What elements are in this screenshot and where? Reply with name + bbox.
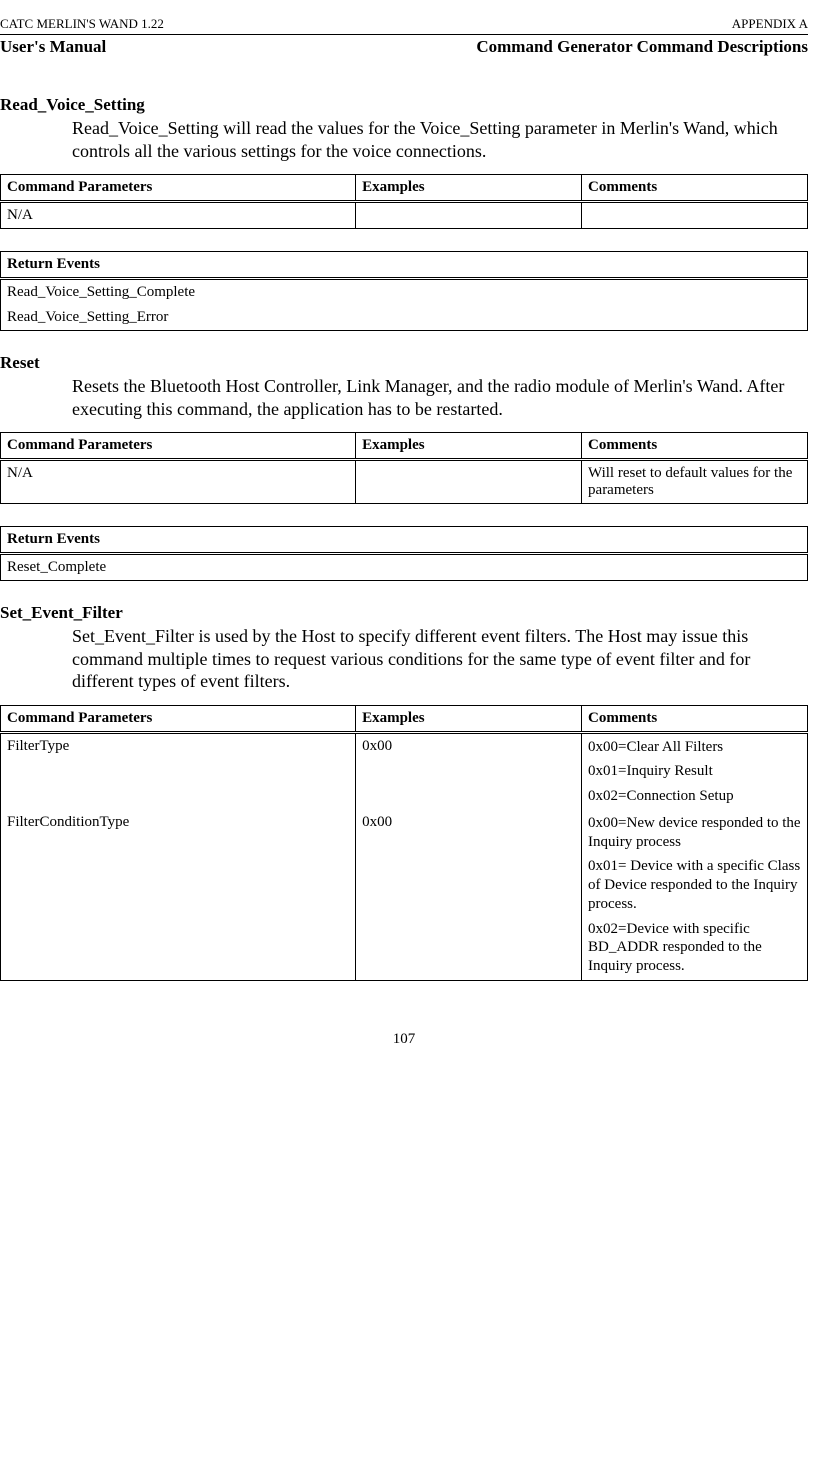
col-header-comments: Comments	[582, 175, 808, 202]
col-header-examples: Examples	[356, 175, 582, 202]
section-body-set-event-filter: Set_Event_Filter is used by the Host to …	[72, 625, 798, 693]
cell-comment: 0x00=New device responded to the Inquiry…	[582, 810, 808, 981]
cell-return-event: Reset_Complete	[1, 554, 808, 581]
comment-line: 0x02=Connection Setup	[588, 787, 801, 806]
section-title-reset: Reset	[0, 353, 808, 373]
cell-example	[356, 202, 582, 229]
params-table-set-event-filter: Command Parameters Examples Comments Fil…	[0, 705, 808, 981]
cell-param: N/A	[1, 460, 356, 504]
comment-line: 0x02=Device with specific BD_ADDR respon…	[588, 920, 801, 976]
col-header-comments: Comments	[582, 433, 808, 460]
col-header-return-events: Return Events	[1, 252, 808, 279]
params-table-read-voice-setting: Command Parameters Examples Comments N/A	[0, 174, 808, 229]
table-header-row: Command Parameters Examples Comments	[1, 433, 808, 460]
cell-example: 0x00	[356, 810, 582, 981]
params-table-reset: Command Parameters Examples Comments N/A…	[0, 432, 808, 504]
col-header-examples: Examples	[356, 705, 582, 732]
page-header-top: CATC MERLIN'S WAND 1.22 APPENDIX A	[0, 16, 808, 35]
table-header-row: Command Parameters Examples Comments	[1, 705, 808, 732]
cell-comment: Will reset to default values for the par…	[582, 460, 808, 504]
table-row: Read_Voice_Setting_Complete	[1, 279, 808, 306]
header-right: Command Generator Command Descriptions	[476, 37, 808, 57]
table-row: Read_Voice_Setting_Error	[1, 305, 808, 331]
cell-return-event: Read_Voice_Setting_Error	[1, 305, 808, 331]
page-header-bottom: User's Manual Command Generator Command …	[0, 37, 808, 57]
return-events-table-read-voice-setting: Return Events Read_Voice_Setting_Complet…	[0, 251, 808, 331]
page-number: 107	[0, 1031, 808, 1048]
col-header-command-parameters: Command Parameters	[1, 175, 356, 202]
table-row: FilterType 0x00 0x00=Clear All Filters 0…	[1, 732, 808, 810]
section-title-read-voice-setting: Read_Voice_Setting	[0, 95, 808, 115]
cell-comment: 0x00=Clear All Filters 0x01=Inquiry Resu…	[582, 732, 808, 810]
table-row: FilterConditionType 0x00 0x00=New device…	[1, 810, 808, 981]
table-header-row: Command Parameters Examples Comments	[1, 175, 808, 202]
table-header-row: Return Events	[1, 527, 808, 554]
table-row: Reset_Complete	[1, 554, 808, 581]
col-header-examples: Examples	[356, 433, 582, 460]
comment-line: 0x01= Device with a specific Class of De…	[588, 857, 801, 913]
comment-line: 0x00=New device responded to the Inquiry…	[588, 814, 801, 852]
cell-param: FilterType	[1, 732, 356, 810]
cell-comment	[582, 202, 808, 229]
comment-line: 0x01=Inquiry Result	[588, 762, 801, 781]
cell-example	[356, 460, 582, 504]
section-title-set-event-filter: Set_Event_Filter	[0, 603, 808, 623]
header-left: User's Manual	[0, 37, 106, 57]
return-events-table-reset: Return Events Reset_Complete	[0, 526, 808, 581]
col-header-command-parameters: Command Parameters	[1, 433, 356, 460]
cell-example: 0x00	[356, 732, 582, 810]
header-top-right: APPENDIX A	[732, 16, 808, 32]
section-body-read-voice-setting: Read_Voice_Setting will read the values …	[72, 117, 798, 162]
table-row: N/A	[1, 202, 808, 229]
cell-param: N/A	[1, 202, 356, 229]
section-body-reset: Resets the Bluetooth Host Controller, Li…	[72, 375, 798, 420]
table-header-row: Return Events	[1, 252, 808, 279]
col-header-comments: Comments	[582, 705, 808, 732]
header-top-left: CATC MERLIN'S WAND 1.22	[0, 16, 164, 32]
comment-line: 0x00=Clear All Filters	[588, 738, 801, 757]
table-row: N/A Will reset to default values for the…	[1, 460, 808, 504]
cell-param: FilterConditionType	[1, 810, 356, 981]
col-header-return-events: Return Events	[1, 527, 808, 554]
cell-return-event: Read_Voice_Setting_Complete	[1, 279, 808, 306]
col-header-command-parameters: Command Parameters	[1, 705, 356, 732]
